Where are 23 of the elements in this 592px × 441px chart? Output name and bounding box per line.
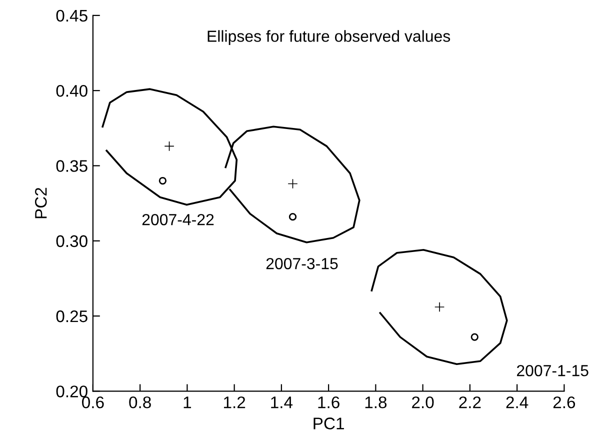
x-tick-label: 2.0 bbox=[412, 396, 434, 408]
y-axis-title: PC2 bbox=[34, 188, 47, 218]
y-tick-label: 0.45 bbox=[56, 10, 88, 22]
y-tick-label: 0.25 bbox=[56, 310, 88, 322]
x-tick-label: 2.2 bbox=[459, 396, 481, 408]
x-tick-label: 2.4 bbox=[506, 396, 528, 408]
x-axis-title: PC1 bbox=[314, 418, 344, 430]
x-tick-label: 1.6 bbox=[318, 396, 340, 408]
x-tick-label: 1 bbox=[184, 396, 192, 408]
annotation: 2007-1-15 bbox=[516, 364, 588, 376]
x-tick-label: 1.8 bbox=[365, 396, 387, 408]
x-tick-label: 1.2 bbox=[224, 396, 246, 408]
x-tick-label: 0.6 bbox=[82, 396, 104, 408]
y-tick-label: 0.35 bbox=[56, 160, 88, 172]
x-tick-label: 1.4 bbox=[271, 396, 293, 408]
x-tick-label: 0.8 bbox=[129, 396, 151, 408]
x-tick-label: 2.6 bbox=[553, 396, 576, 408]
annotation: 2007-3-15 bbox=[266, 258, 338, 270]
text: Ellipses for future observed values bbox=[208, 30, 450, 46]
y-tick-label: 0.40 bbox=[56, 84, 88, 97]
y-tick-label: 0.30 bbox=[56, 235, 88, 248]
y-tick-label: 0.20 bbox=[56, 386, 88, 398]
annotation: 2007-4-22 bbox=[142, 214, 214, 226]
